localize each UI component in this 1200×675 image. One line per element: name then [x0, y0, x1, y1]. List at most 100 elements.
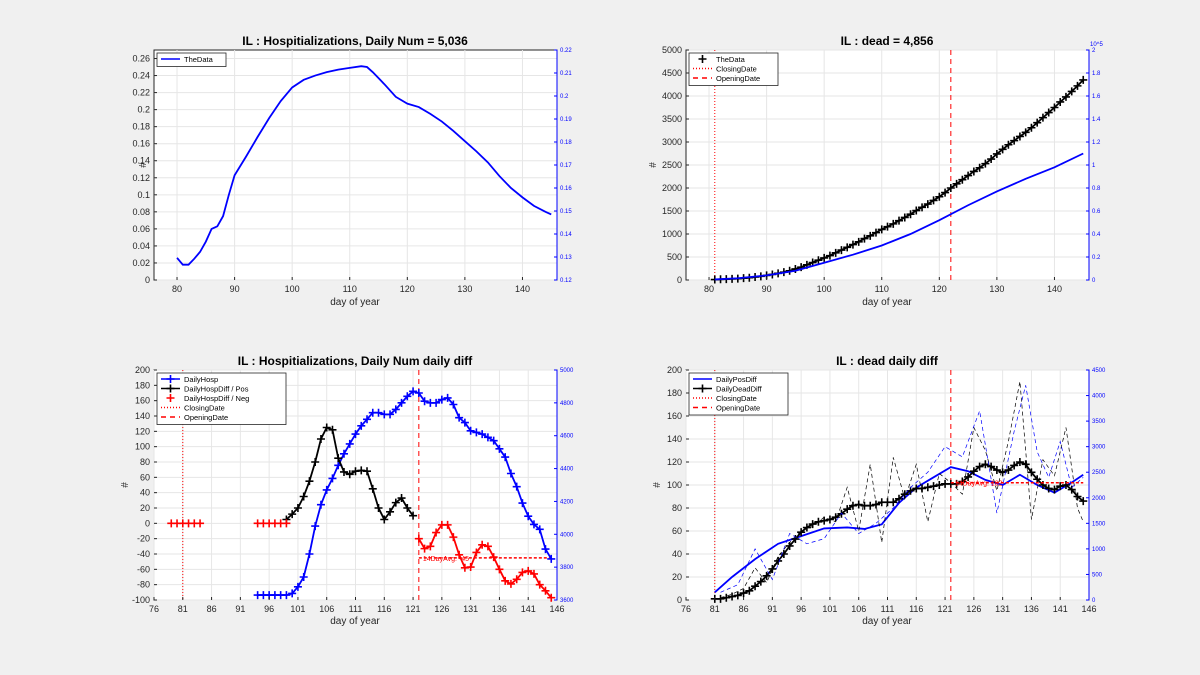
x-tick-label: 116: [909, 604, 923, 614]
data-point: [483, 542, 492, 551]
series-line-segment: [475, 544, 483, 554]
chart-title: IL : dead daily diff: [836, 354, 939, 368]
x-axis-label: day of year: [862, 297, 912, 308]
y-tick-label: 500: [667, 252, 682, 262]
data-point: [912, 206, 921, 215]
series-line-segment: [469, 552, 478, 568]
chart-title: IL : dead = 4,856: [841, 34, 934, 48]
data-point: [506, 579, 515, 588]
y-tick-label: 80: [672, 503, 682, 513]
data-point: [328, 425, 337, 434]
series-line-segment: [435, 524, 443, 534]
data-point: [733, 591, 742, 600]
legend-label: DailyHosp: [184, 375, 218, 384]
data-point: [969, 467, 978, 476]
series-line-dailyposdiff-raw-dashed-: [720, 385, 1084, 593]
data-point: [472, 548, 481, 557]
y-tick-label: 120: [667, 457, 682, 467]
x-tick-label: 91: [767, 604, 777, 614]
data-point: [339, 467, 348, 476]
y-tick-label: 100: [135, 442, 150, 452]
x-tick-label: 101: [290, 604, 305, 614]
y-tick-label: 100: [667, 480, 682, 490]
x-tick-label: 96: [796, 604, 806, 614]
y-axis-label: #: [120, 482, 131, 488]
y2-tick-label: 0.4: [1092, 232, 1101, 238]
y2-tick-label: 4600: [560, 434, 574, 440]
y2-tick-label: 4200: [560, 499, 574, 505]
data-point: [449, 533, 458, 542]
x-tick-label: 131: [463, 604, 478, 614]
y-tick-label: 0.1: [137, 190, 150, 200]
x-tick-label: 141: [521, 604, 536, 614]
x-tick-label: 110: [875, 284, 889, 294]
legend-marker: [166, 375, 175, 383]
y-axis-label: #: [652, 482, 663, 488]
y-axis-label: #: [648, 162, 659, 168]
legend-label: ClosingDate: [184, 404, 225, 413]
data-point: [380, 515, 389, 524]
series-line-segment: [539, 584, 547, 592]
data-point: [293, 504, 302, 512]
data-point: [535, 580, 544, 589]
series-line-segment: [498, 568, 506, 582]
data-point: [1004, 466, 1013, 475]
x-tick-label: 146: [549, 604, 564, 614]
data-point: [958, 175, 967, 184]
y-tick-label: -100: [132, 595, 150, 605]
y-tick-label: 1000: [662, 229, 682, 239]
data-point: [1073, 81, 1082, 90]
x-tick-label: 80: [172, 284, 182, 294]
y2-tick-label: 0.22: [560, 48, 572, 54]
series-line-segment: [533, 573, 541, 586]
x-tick-label: 120: [400, 284, 415, 294]
y-tick-label: 0.16: [132, 139, 150, 149]
y-tick-label: -60: [137, 564, 150, 574]
data-point: [923, 483, 932, 492]
data-point: [316, 435, 325, 443]
y-tick-label: 0: [145, 518, 150, 528]
y2-tick-label: 1000: [1092, 547, 1106, 553]
x-tick-label: 81: [710, 604, 720, 614]
y2-tick-label: 0.8: [1092, 186, 1101, 192]
data-point: [1079, 75, 1088, 84]
data-point: [288, 510, 297, 519]
data-point: [339, 449, 348, 458]
y-tick-label: 0.06: [132, 224, 150, 234]
data-point: [802, 523, 811, 532]
x-tick-label: 81: [178, 604, 188, 614]
data-point: [837, 509, 846, 518]
data-point: [282, 591, 291, 600]
legend-label: OpeningDate: [184, 413, 228, 422]
y-tick-label: 120: [135, 426, 150, 436]
data-point: [547, 593, 556, 602]
legend: DailyPosDiffDailyDeadDiffClosingDateOpen…: [688, 372, 789, 416]
y-axis-label: #: [138, 162, 149, 168]
y2-tick-label: 500: [1092, 572, 1103, 578]
data-point: [728, 592, 737, 601]
y2-tick-label: 0.19: [560, 117, 572, 123]
data-point: [1021, 128, 1030, 137]
legend-box: [156, 52, 227, 67]
data-point: [756, 577, 765, 586]
y-tick-label: 5000: [662, 45, 682, 55]
y-tick-label: 0: [677, 275, 682, 285]
data-point: [785, 541, 794, 550]
x-axis-label: day of year: [330, 616, 380, 627]
y-tick-label: 4500: [662, 68, 682, 78]
data-point: [311, 522, 320, 531]
x-tick-label: 121: [938, 604, 953, 614]
chart-title: IL : Hospitializations, Daily Num daily …: [238, 354, 473, 368]
series-line-thedata: [176, 65, 552, 266]
y-tick-label: 0.08: [132, 207, 150, 217]
avg-label: 14DayAvg: -45: [423, 556, 469, 563]
x-tick-label: 136: [1024, 604, 1039, 614]
y-tick-label: 160: [135, 396, 150, 406]
x-tick-label: 86: [739, 604, 749, 614]
data-point: [432, 528, 441, 537]
data-point: [1015, 458, 1024, 466]
y2-tick-label: 2: [1092, 48, 1096, 54]
data-point: [1010, 461, 1019, 470]
data-point: [1010, 136, 1019, 145]
data-point: [722, 593, 731, 602]
